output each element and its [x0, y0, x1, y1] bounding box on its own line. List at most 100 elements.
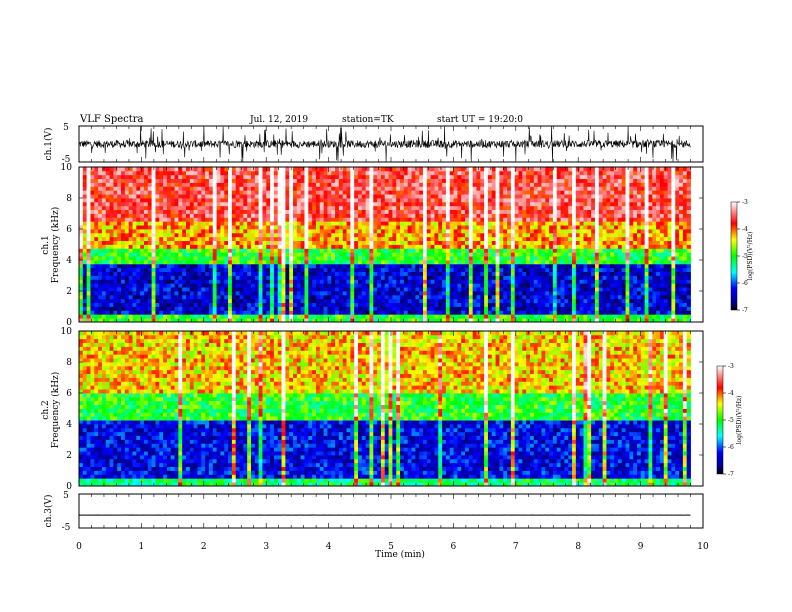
spectrogram-cell [197, 205, 202, 211]
spectrogram-cell [90, 229, 95, 234]
spectrogram-cell [98, 267, 103, 273]
spectrogram-cell [480, 209, 485, 214]
spectrogram-cell [484, 256, 489, 261]
spectrogram-cell [128, 248, 133, 253]
spectrogram-cell [182, 205, 187, 211]
spectrogram-cell [369, 182, 374, 187]
spectrogram-cell [300, 229, 305, 234]
spectrogram-cell [407, 198, 412, 203]
spectrogram-cell [510, 248, 516, 253]
ch1-spectrogram-image [79, 167, 691, 323]
spectrogram-cell [400, 205, 405, 211]
spectrogram-cell [491, 194, 496, 199]
spectrogram-cell [346, 252, 351, 257]
spectrogram-cell [293, 318, 298, 323]
spectrogram-cell [293, 174, 298, 180]
spectrogram-cell [281, 279, 286, 284]
spectrogram-cell [426, 225, 432, 230]
spectrogram-cell [361, 205, 367, 211]
spectrogram-cell [143, 271, 149, 276]
spectrogram-cell [208, 198, 214, 203]
spectrogram-cell [94, 244, 99, 249]
spectrogram-cell [121, 306, 126, 311]
spectrogram-cell [415, 221, 420, 226]
spectrogram-cell [258, 314, 263, 319]
spectrogram-cell [289, 229, 294, 234]
spectrogram-cell [124, 213, 130, 218]
spectrogram-cell [250, 205, 256, 211]
spectrogram-cell [281, 263, 286, 269]
spectrogram-cell [201, 213, 206, 218]
spectrogram-cell [300, 291, 305, 296]
spectrogram-cell [270, 186, 275, 191]
spectrogram-cell [361, 291, 367, 296]
spectrogram-cell [163, 198, 168, 203]
spectrogram-cell [201, 201, 206, 207]
spectrogram-cell [113, 198, 118, 203]
spectrogram-cell [472, 201, 477, 207]
spectrogram-cell [495, 217, 500, 222]
spectrogram-cell [514, 190, 519, 195]
spectrogram-cell [541, 294, 546, 300]
spectrogram-cell [319, 287, 325, 292]
spectrogram-cell [296, 279, 302, 284]
spectrogram-cell [208, 229, 214, 234]
spectrogram-cell [277, 298, 282, 304]
spectrogram-cell [132, 252, 137, 257]
spectrogram-cell [396, 294, 401, 300]
spectrogram-cell [403, 167, 409, 172]
spectrogram-cell [250, 287, 256, 292]
spectrogram-cell [178, 209, 183, 214]
spectrogram-cell [312, 217, 317, 222]
spectrogram-cell [342, 178, 347, 183]
spectrogram-cell [468, 209, 474, 214]
spectrogram-cell [308, 252, 313, 257]
spectrogram-cell [461, 267, 466, 273]
spectrogram-cell [189, 186, 195, 191]
spectrogram-cell [189, 302, 195, 307]
spectrogram-cell [426, 263, 432, 269]
spectrogram-cell [526, 287, 531, 292]
spectrogram-cell [430, 318, 435, 323]
spectrogram-cell [388, 283, 393, 288]
spectrogram-cell [465, 229, 470, 234]
spectrogram-cell [79, 283, 84, 288]
spectrogram-cell [308, 283, 313, 288]
spectrogram-cell [155, 256, 160, 261]
spectrogram-cell [472, 314, 477, 319]
spectrogram-cell [537, 205, 542, 211]
spectrogram-cell [442, 217, 447, 222]
spectrogram-cell [400, 267, 405, 273]
spectrogram-cell [476, 221, 481, 226]
spectrogram-cell [430, 310, 435, 315]
spectrogram-cell [422, 287, 428, 292]
spectrogram-cell [377, 174, 382, 180]
spectrogram-cell [392, 217, 397, 222]
spectrogram-cell [426, 167, 432, 172]
spectrogram-cell [480, 186, 485, 191]
spectrogram-cell [407, 244, 412, 249]
spectrogram-cell [189, 167, 195, 172]
spectrogram-cell [338, 232, 344, 238]
spectrogram-cell [457, 248, 462, 253]
spectrogram-cell [208, 213, 214, 218]
spectrogram-cell [327, 314, 332, 319]
spectrogram-cell [403, 174, 409, 180]
spectrogram-cell [537, 167, 542, 172]
ch1-ytick-bottom: -5 [62, 155, 71, 165]
spectrogram-cell [124, 178, 130, 183]
spectrogram-cell [312, 170, 317, 176]
spectrogram-cell [358, 287, 363, 292]
spectrogram-cell [197, 240, 202, 245]
spectrogram-cell [86, 271, 91, 276]
spectrogram-cell [132, 263, 137, 269]
spectrogram-cell [224, 170, 229, 176]
spectrogram-cell [434, 232, 439, 238]
spectrogram-cell [270, 275, 275, 280]
spectrogram-cell [189, 221, 195, 226]
spectrogram-cell [163, 217, 168, 222]
spectrogram-cell [170, 174, 175, 180]
spectrogram-cell [174, 209, 179, 214]
spectrogram-cell [407, 294, 412, 300]
spectrogram-cell [472, 271, 477, 276]
